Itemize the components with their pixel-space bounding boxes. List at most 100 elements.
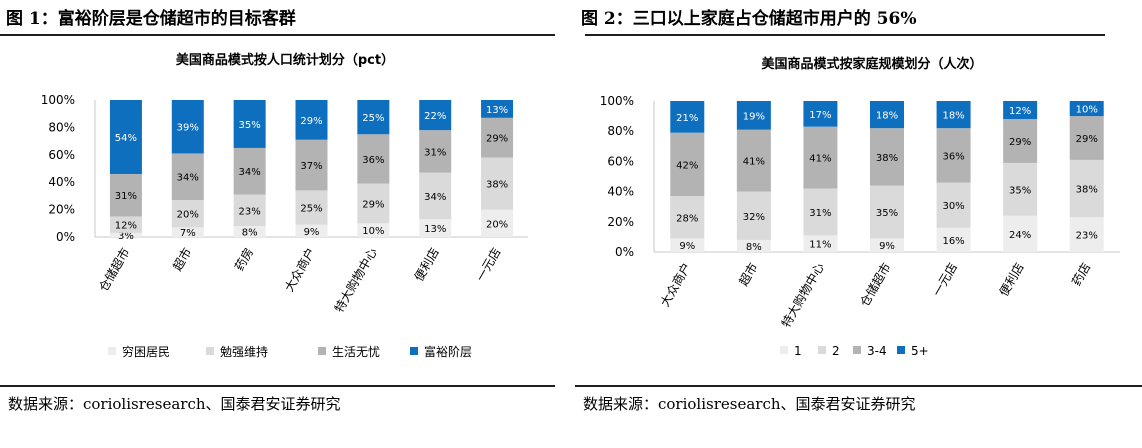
bar-segment [295,224,328,237]
bar-segment [803,188,838,236]
data-label: 29% [1076,134,1098,145]
data-label: 8% [242,228,258,239]
x-category-label: 一元店 [474,245,504,283]
data-label: 19% [743,111,765,122]
y-tick-label: 0% [56,230,75,244]
data-label: 34% [424,192,446,203]
legend-swatch [318,347,326,355]
bar-segment [357,183,390,224]
data-label: 13% [424,224,446,235]
bar-segment [109,216,142,233]
bar-segment [233,194,266,227]
bar-segment [1003,119,1038,163]
bar-segment [295,139,328,191]
data-label: 9% [304,227,320,238]
data-label: 38% [486,180,508,191]
chart-title: 美国商品模式按人口统计划分（pct） [176,52,394,68]
bar-segment [1003,215,1038,252]
data-label: 24% [1009,230,1031,241]
figure-1-title-rule [0,34,555,36]
data-label: 34% [177,173,199,184]
data-label: 29% [362,199,384,210]
chart-title: 美国商品模式按家庭规模划分（人次） [761,56,982,72]
bar-segment [481,209,514,237]
data-label: 34% [239,167,261,178]
data-label: 30% [942,201,964,212]
bar-segment [357,100,390,135]
bar-segment [670,132,705,197]
bar-segment [481,100,514,118]
legend-label: 3-4 [867,344,887,358]
legend-swatch [410,347,418,355]
data-label: 36% [942,151,964,162]
data-label: 12% [115,221,137,232]
legend-label: 穷困居民 [122,344,170,359]
data-label: 7% [180,228,196,239]
bar-segment [233,226,266,237]
figure-1-source: 数据来源：coriolisresearch、国泰君安证券研究 [8,395,341,413]
bar-segment [481,117,514,158]
y-tick-label: 100% [41,93,75,107]
data-label: 35% [1009,185,1031,196]
bar-segment [736,129,771,192]
bar-segment [870,101,904,129]
x-category-label: 大众商户 [657,260,694,309]
data-label: 35% [876,208,898,219]
bar-segment [419,130,452,173]
bar-segment [1069,116,1104,160]
bar-segment [1069,159,1104,218]
data-label: 29% [300,116,322,127]
chart-demographics: 美国商品模式按人口统计划分（pct） 0% 20% 40% 60% 80% 100% 3%12… [41,52,528,359]
data-label: 9% [879,241,895,252]
legend-swatch [818,346,826,354]
x-category-label: 特大购物中心 [331,245,380,315]
data-label: 11% [809,240,831,251]
y-tick-label: 100% [600,94,634,108]
y-tick-label: 40% [48,175,75,189]
figure-2-source-rule [575,385,1142,387]
bar-segment [357,223,390,237]
legend-label: 勉强维持 [220,344,268,359]
y-tick-label: 0% [615,245,634,259]
data-label: 29% [486,134,508,145]
bar-segment [803,101,838,127]
bar-segment [870,128,904,186]
x-category-label: 超市 [169,245,194,273]
bar-segment [419,172,452,220]
bar-segment [1003,101,1038,120]
bar-segment [936,227,971,252]
legend-swatch [780,346,788,354]
bar-segment [357,134,390,184]
data-label: 28% [676,213,698,224]
bar-segment [171,200,204,228]
bar-segment [936,182,971,228]
legend-swatch [897,346,905,354]
bar-segment [736,191,771,240]
x-category-label: 大众商户 [281,245,318,294]
bar-segment [171,153,204,201]
bar-segment [870,185,904,239]
bar-segment [419,100,452,131]
bar-segment [670,238,705,252]
data-label: 20% [486,219,508,230]
bar-segment [233,100,266,148]
bar-segment [481,157,514,210]
data-label: 16% [942,236,964,247]
y-tick-label: 40% [607,185,634,199]
data-label: 39% [177,123,199,134]
data-label: 10% [362,226,384,237]
bar-segment [171,100,204,154]
figure-2-panel: 图 2：三口以上家庭占仓储超市用户的 56% 美国商品模式按家庭规模划分（人次）… [575,0,1142,448]
figure-1-title: 图 1：富裕阶层是仓储超市的目标客群 [6,9,296,29]
legend-label: 生活无忧 [332,345,380,359]
legend-label: 富裕阶层 [424,344,472,359]
data-label: 10% [1076,105,1098,116]
bar-segment [419,219,452,237]
bar-segment [736,101,771,130]
legend-label: 2 [832,344,840,358]
data-label: 9% [679,241,695,252]
bar-segment [295,100,328,140]
data-label: 21% [676,113,698,124]
x-category-label: 仓储超市 [96,245,133,294]
legend-swatch [206,347,214,355]
